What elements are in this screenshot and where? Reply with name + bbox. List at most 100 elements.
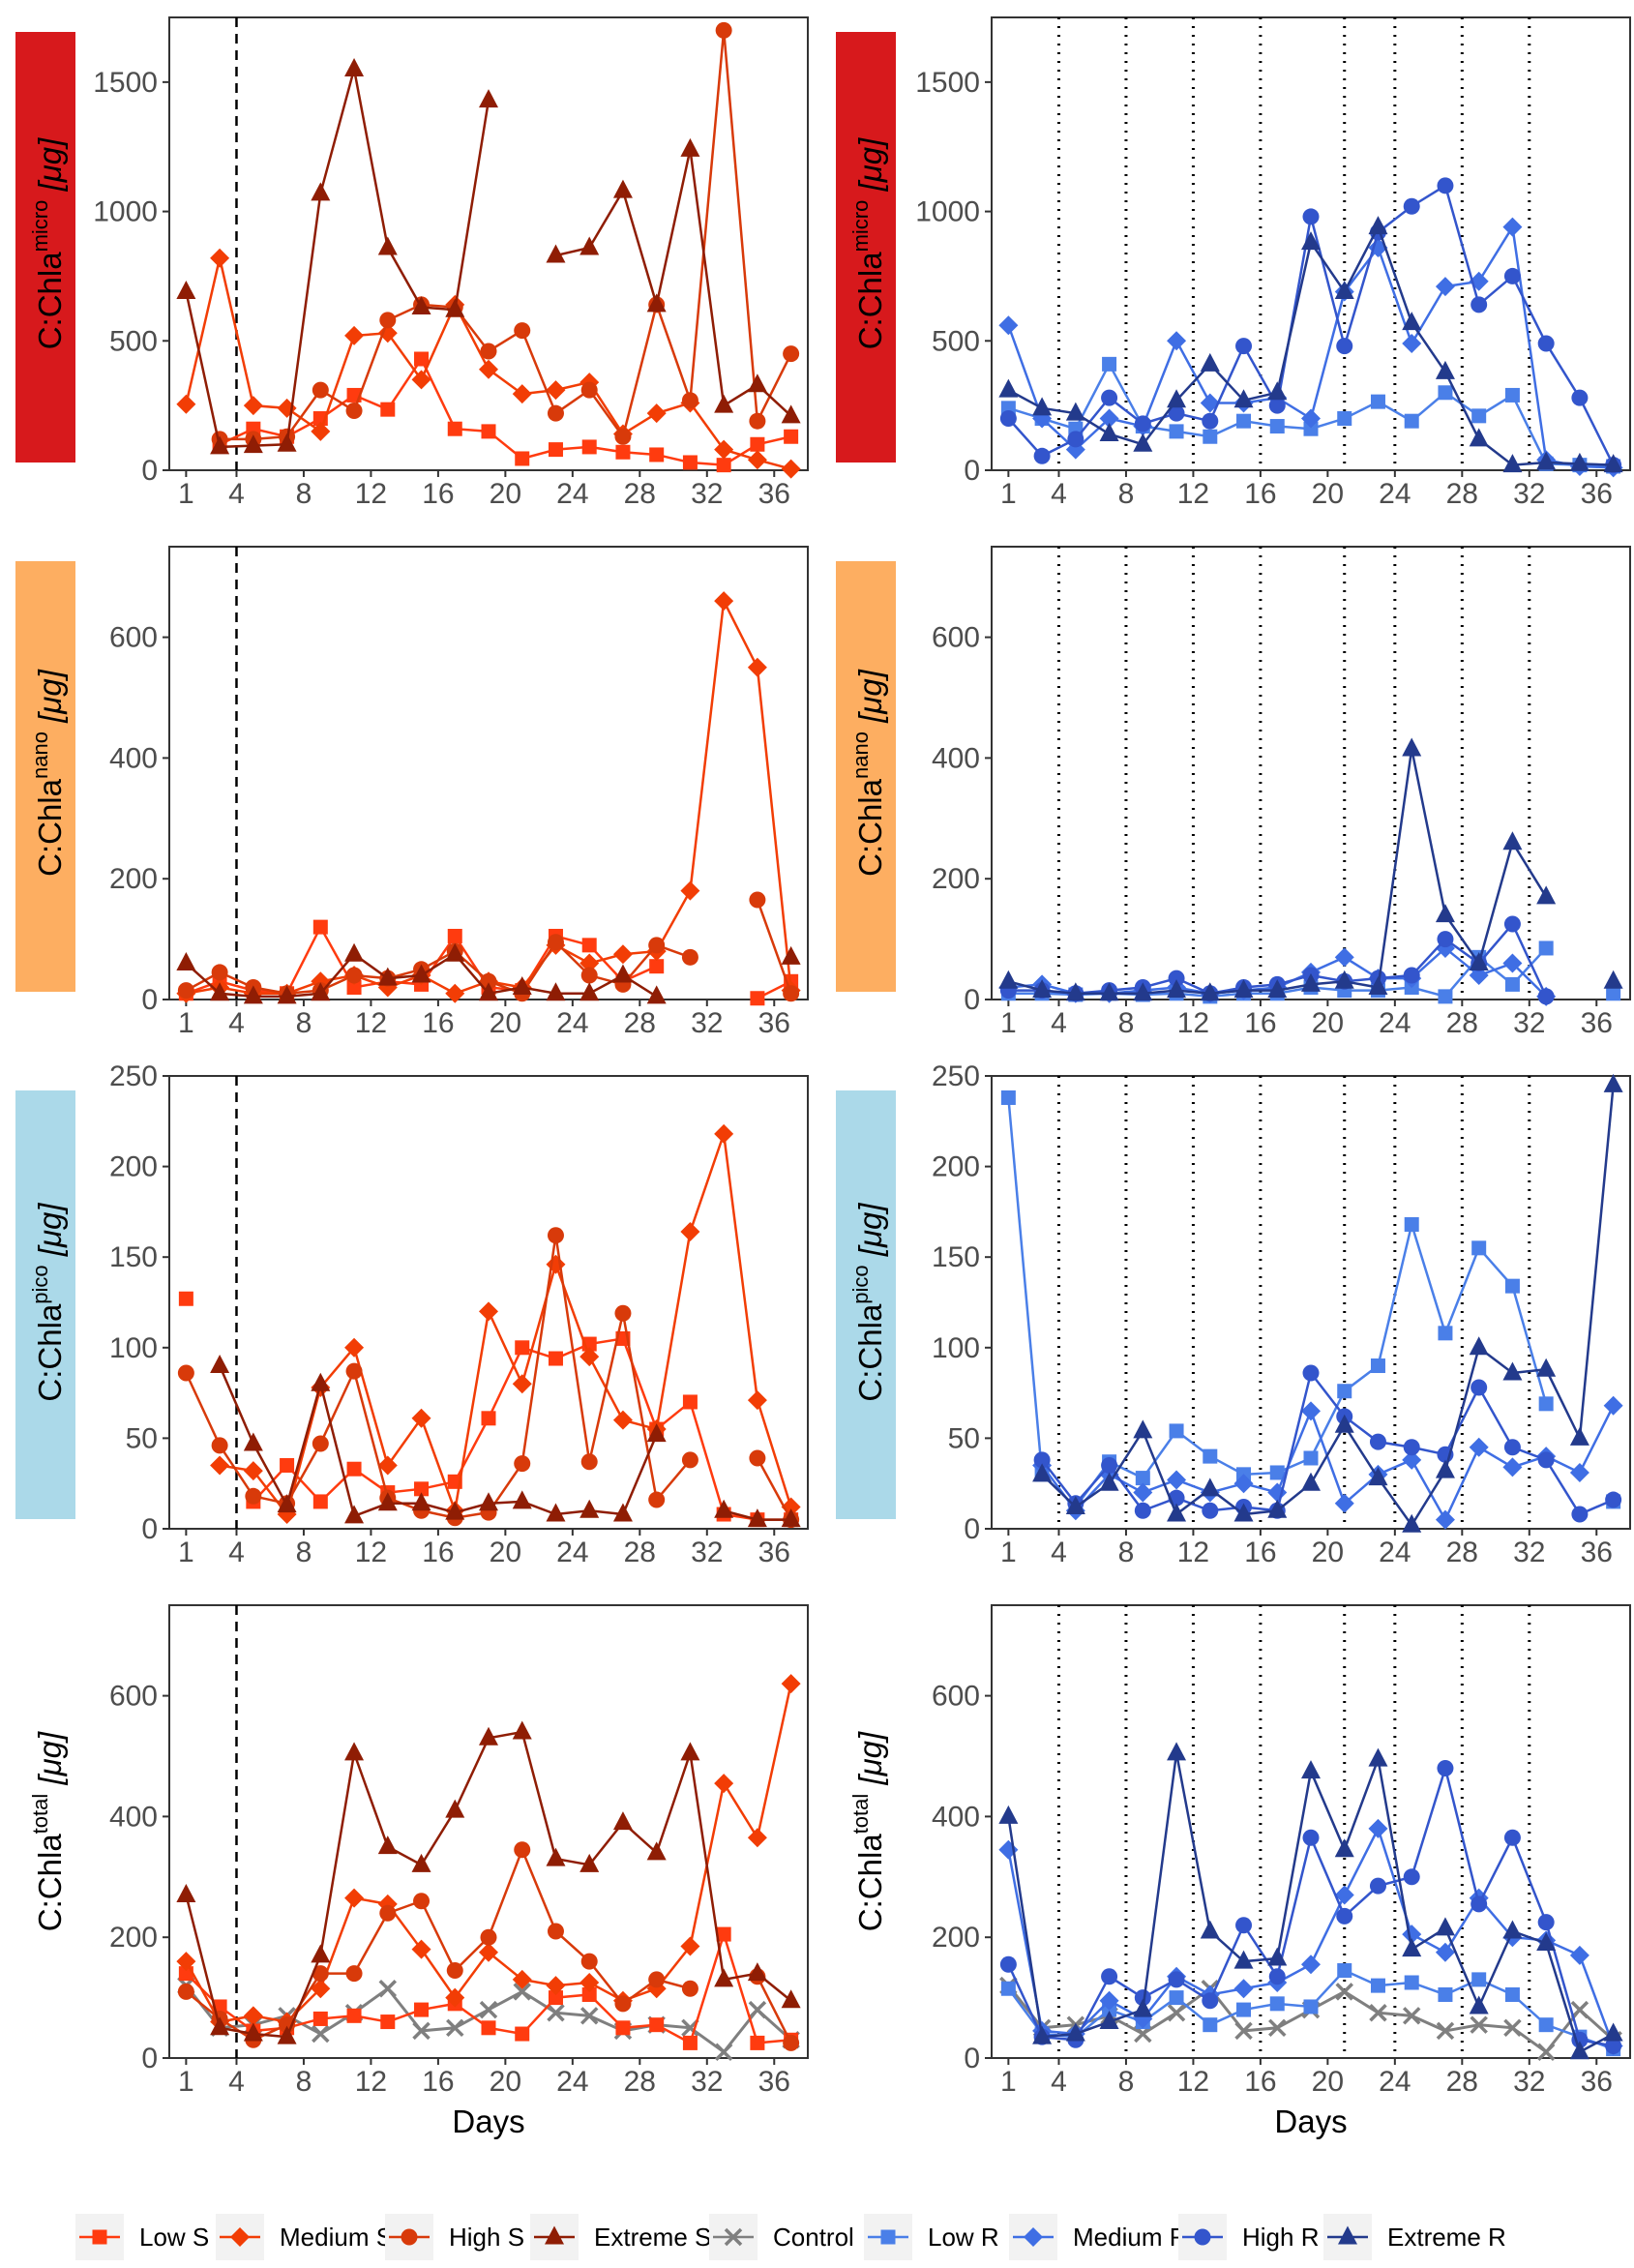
data-point [749, 412, 766, 430]
data-point [514, 1841, 531, 1859]
x-tick-label: 16 [422, 1007, 454, 1039]
data-point [750, 436, 765, 452]
x-tick-label: 28 [1446, 1007, 1478, 1039]
data-point [312, 2024, 330, 2044]
data-point [1536, 1358, 1557, 1377]
data-point [546, 1976, 566, 1996]
data-point [514, 1455, 531, 1473]
panel-micro-R: C:Chlamicro [μg] 1 4 8 12 16 20 24 28 32 36 0 500 100… [836, 16, 1631, 510]
data-point [714, 1499, 734, 1518]
data-point [614, 1995, 632, 2013]
data-point [1402, 1449, 1422, 1470]
x-tick-label: 20 [490, 1007, 521, 1039]
data-point [1167, 1470, 1187, 1490]
data-point [380, 402, 396, 417]
data-point [245, 1487, 262, 1505]
data-point [1168, 404, 1185, 422]
legend-item-high-s: High S [385, 2214, 524, 2260]
data-point [1268, 1968, 1286, 1985]
series-line [756, 1976, 792, 2044]
data-point [1537, 335, 1555, 352]
x-tick-label: 32 [1513, 1007, 1545, 1039]
x-tick-label: 4 [228, 1007, 245, 1039]
data-point [747, 657, 767, 677]
y-axis-label: C:Chlatotal [μg] [848, 1731, 888, 1931]
data-point [346, 1461, 362, 1477]
data-point [1301, 972, 1321, 992]
data-point [280, 1457, 295, 1473]
data-point [682, 2035, 698, 2050]
y-tick-label: 100 [109, 1332, 158, 1364]
legend-label: Medium R [1073, 2223, 1187, 2252]
plot-frame [991, 546, 1631, 1000]
data-point [1504, 1278, 1520, 1294]
data-point [379, 1904, 397, 1922]
x-tick-label: 12 [1177, 1007, 1209, 1039]
data-point [1268, 397, 1286, 414]
series-extreme-r [998, 216, 1623, 473]
data-point [1169, 1990, 1184, 2006]
data-point [646, 1841, 667, 1861]
data-point [1368, 1467, 1388, 1486]
data-point [411, 964, 431, 983]
data-point [243, 434, 263, 454]
data-point [377, 967, 398, 986]
data-point [1570, 2000, 1589, 2019]
y-tick-label: 400 [109, 742, 158, 774]
data-point [344, 1888, 365, 1908]
size-class-band [836, 1090, 896, 1519]
data-point [998, 1805, 1019, 1824]
data-point [345, 1965, 363, 1983]
data-point [1503, 2018, 1522, 2038]
data-point [1502, 831, 1523, 850]
y-tick-label: 400 [932, 742, 980, 774]
data-point [1503, 1439, 1521, 1456]
legend-item-control: Control [709, 2214, 854, 2260]
data-point [379, 312, 397, 329]
data-point [716, 1926, 731, 1942]
data-point [1603, 2022, 1623, 2042]
data-point [344, 1505, 365, 1524]
data-point [1368, 1818, 1388, 1838]
data-point [1099, 1990, 1119, 2011]
data-point [747, 450, 767, 470]
x-tick-label: 36 [1581, 2066, 1613, 2098]
data-point [1203, 2017, 1218, 2033]
data-point [546, 244, 566, 263]
series-high-s [211, 21, 800, 448]
size-class-band [836, 561, 896, 992]
data-point [1469, 428, 1489, 447]
data-point [1569, 2041, 1589, 2060]
data-point [680, 1221, 700, 1241]
data-point [1402, 1925, 1422, 1945]
data-point [1301, 1401, 1321, 1421]
data-point [649, 959, 665, 974]
data-point [1469, 1437, 1489, 1457]
x-tick-label: 1 [178, 1537, 194, 1568]
data-point [479, 1726, 498, 1746]
data-point [479, 1942, 498, 1962]
data-point [1538, 2017, 1554, 2033]
data-point [1334, 1493, 1354, 1513]
data-point [1538, 940, 1554, 956]
data-point [546, 1847, 566, 1866]
y-tick-label: 50 [126, 1422, 158, 1454]
data-point [377, 1835, 398, 1855]
data-point [783, 345, 800, 363]
legend-key-marker [880, 2229, 896, 2245]
x-tick-label: 28 [624, 478, 656, 510]
data-point [177, 1983, 194, 2000]
data-point [747, 1962, 767, 1982]
data-point [681, 392, 698, 409]
data-point [1236, 2002, 1252, 2017]
data-point [1337, 411, 1352, 427]
x-tick-label: 36 [758, 1537, 790, 1568]
x-tick-label: 16 [422, 478, 454, 510]
legend: Low S Medium S High S Extreme S Control Low R… [75, 2214, 1506, 2260]
data-point [1502, 1920, 1523, 1939]
data-point [749, 891, 766, 909]
data-point [481, 2020, 496, 2036]
data-point [1267, 1947, 1288, 1966]
data-point [1267, 979, 1288, 999]
data-point [1202, 1992, 1219, 2010]
